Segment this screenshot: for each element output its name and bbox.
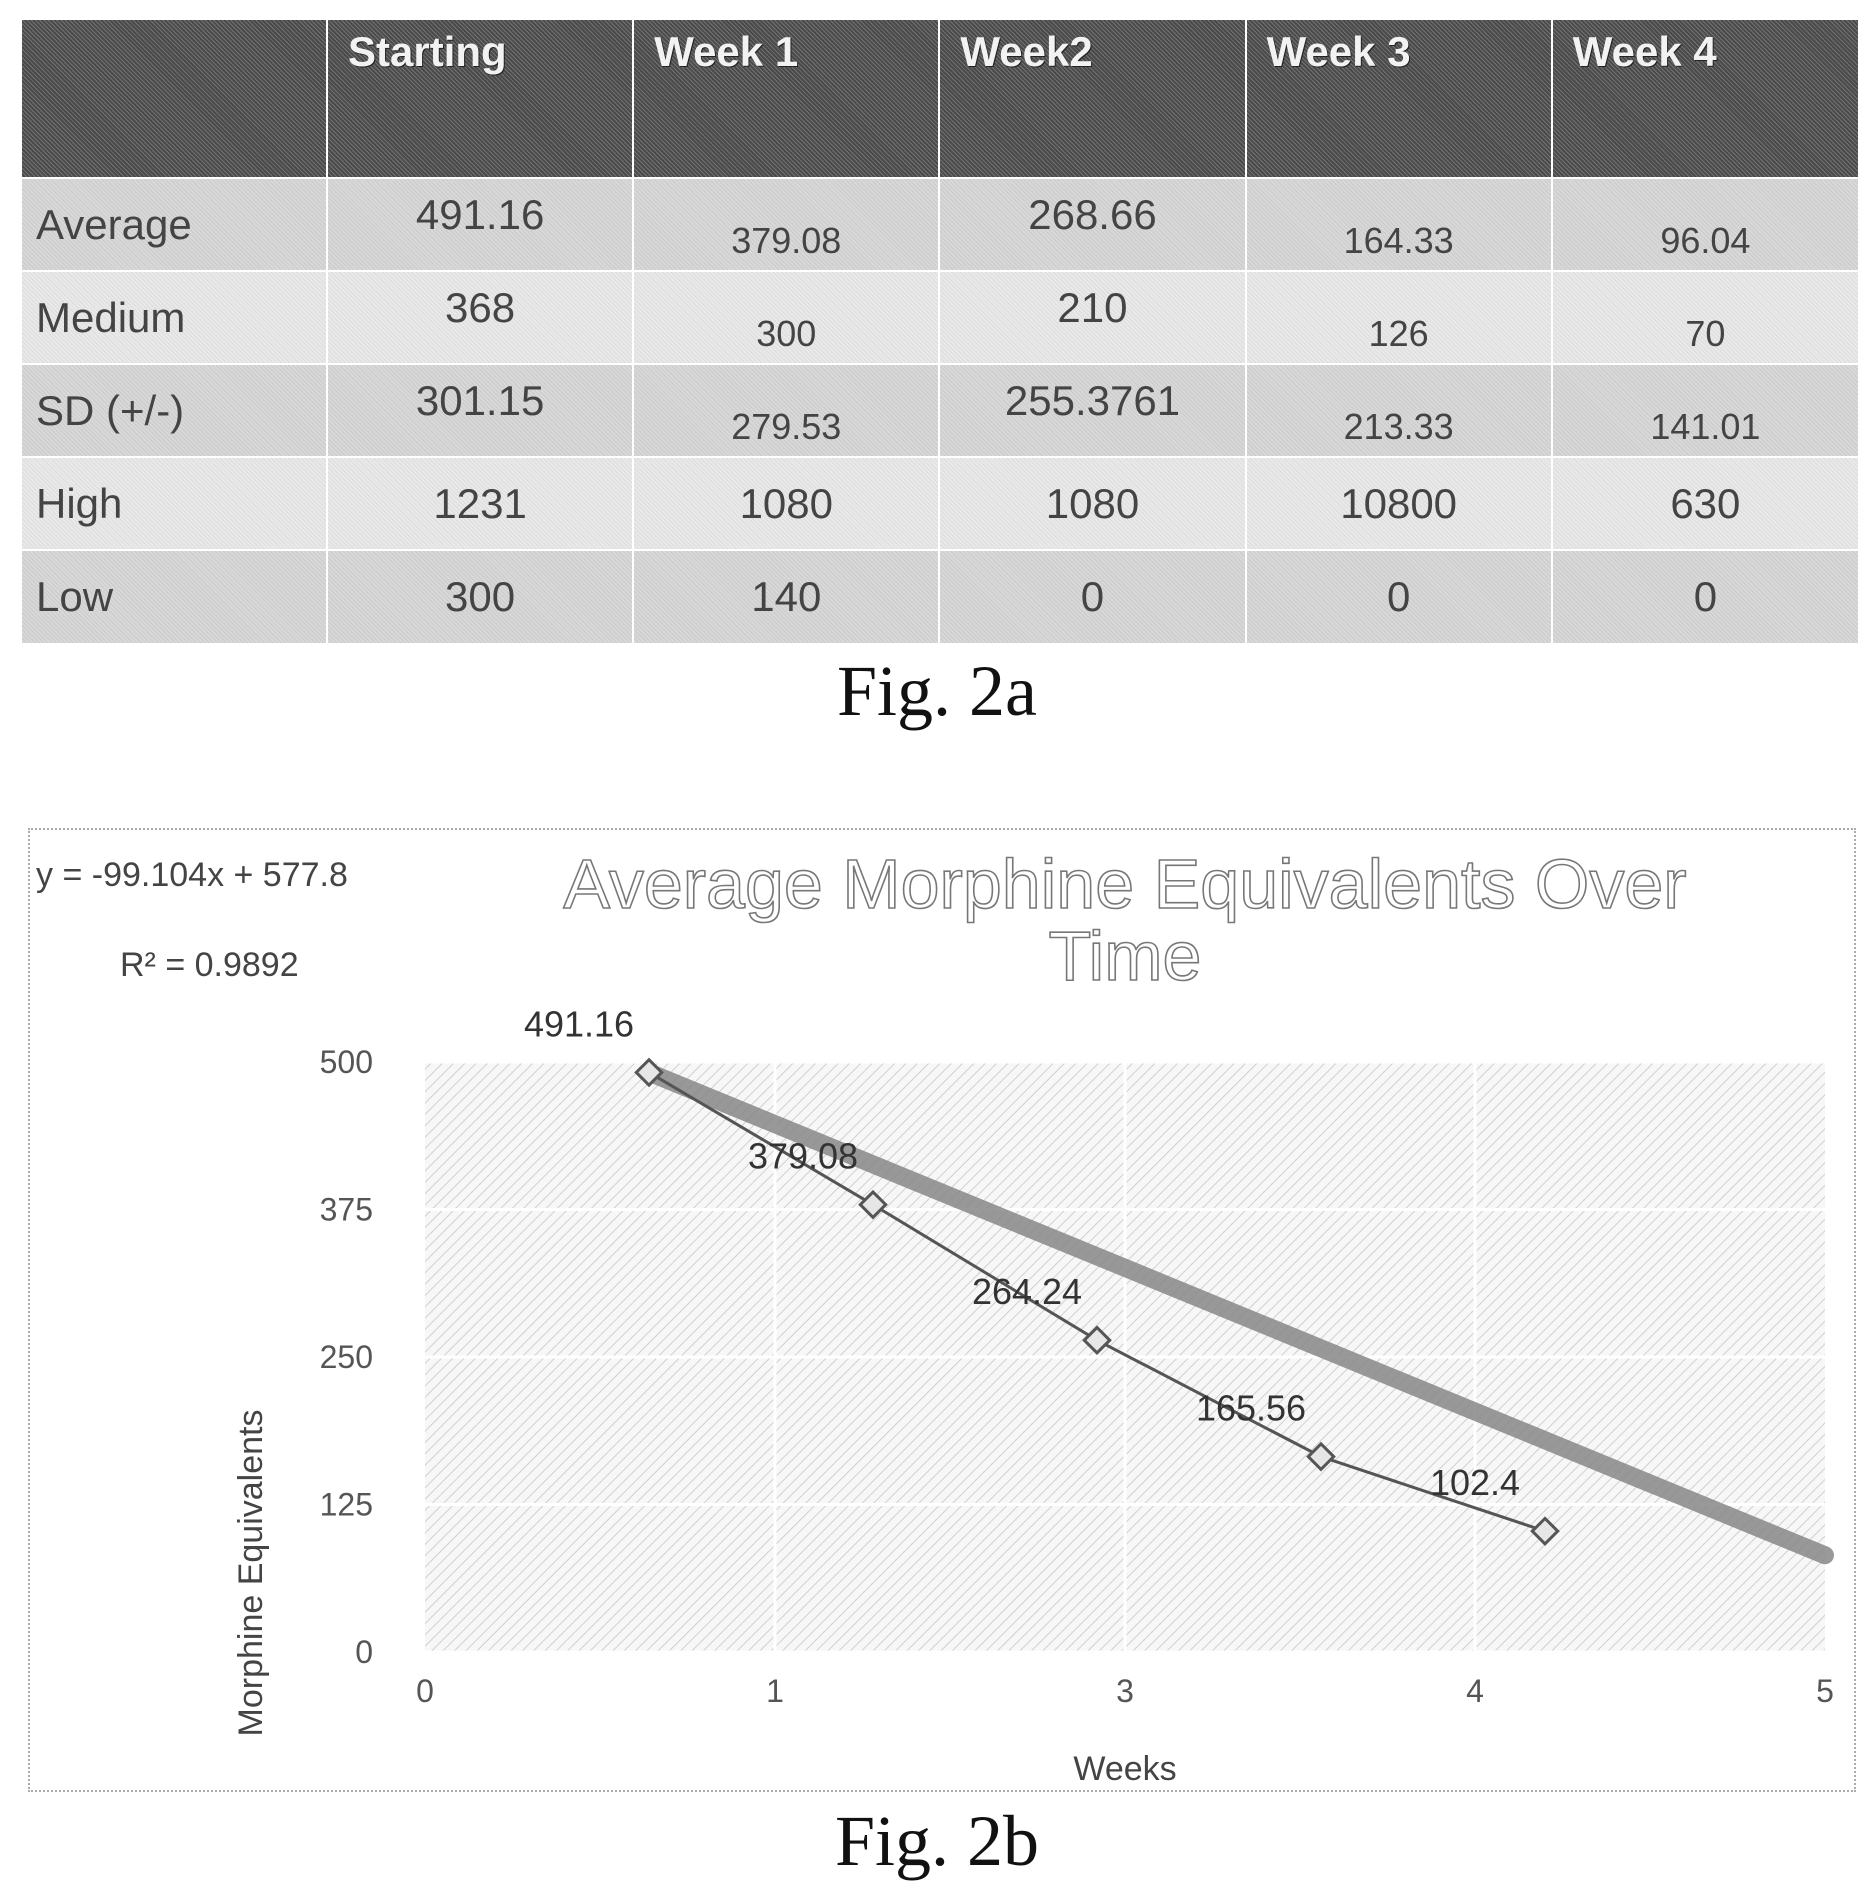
trendline-equation: y = -99.104x + 577.8 [36,856,348,894]
row-label: Medium [22,270,328,364]
y-tick-label: 0 [355,1634,373,1670]
table-cell: 279.53 [633,363,941,457]
stats-table-container: Starting Week 1 Week2 Week 3 Week 4 Aver… [22,20,1858,643]
header-starting: Starting [327,20,635,178]
table-cell: 0 [1551,549,1858,643]
header-week-4: Week 4 [1551,20,1858,178]
header-week-3: Week 3 [1245,20,1553,178]
y-tick-label: 375 [320,1192,373,1228]
row-label: SD (+/-) [22,363,328,457]
data-point-marker [634,1057,664,1088]
series-layer: 491.16 379.08 264.24 165.56 102.4 [524,1003,1560,1547]
table-cell: 255.3761 [939,363,1247,457]
table-cell: 300 [327,549,635,643]
table-row-average: Average 491.16 379.08 268.66 164.33 96.0… [22,177,1858,271]
table-cell: 210 [939,270,1247,364]
table-cell: 126 [1245,270,1553,364]
y-tick-label: 125 [320,1487,373,1523]
x-tick-label: 0 [416,1673,434,1709]
data-point-marker [1082,1325,1112,1356]
chart-title-line-2: Time [1049,917,1202,995]
table-cell: 96.04 [1551,177,1858,271]
table-cell: 0 [1245,549,1553,643]
figure-caption-2b: Fig. 2b [834,1801,1040,1881]
chart-frame: 491.16 379.08 264.24 165.56 102.4 0 125 250 375… [28,828,1856,1792]
grid-layer [425,1060,1825,1654]
y-axis-label: Morphine Equivalents [232,1410,270,1737]
data-point-label: 165.56 [1196,1388,1306,1429]
table-row-medium: Medium 368 300 210 126 70 [22,270,1858,364]
data-point-label: 379.08 [748,1136,858,1177]
table-cell: 10800 [1245,456,1553,550]
trendline [640,1063,1834,1565]
table-cell: 141.01 [1551,363,1858,457]
table-cell: 268.66 [939,177,1247,271]
table-cell: 491.16 [327,177,635,271]
table-cell: 164.33 [1245,177,1553,271]
data-point-label: 102.4 [1430,1462,1520,1503]
y-tick-label: 500 [320,1044,373,1080]
stats-table: Starting Week 1 Week2 Week 3 Week 4 Aver… [22,20,1858,643]
data-point-marker [858,1189,888,1220]
table-header-row: Starting Week 1 Week2 Week 3 Week 4 [22,20,1858,178]
trendline-layer [640,1063,1834,1565]
table-cell: 1231 [327,456,635,550]
row-label: High [22,456,328,550]
trendline-r-squared: R² = 0.9892 [120,946,299,984]
table-row-sd: SD (+/-) 301.15 279.53 255.3761 213.33 1… [22,363,1858,457]
x-tick-label: 3 [1116,1673,1134,1709]
table-cell: 0 [939,549,1247,643]
table-cell: 630 [1551,456,1858,550]
x-axis-label: Weeks [1073,1750,1176,1788]
x-tick-label: 1 [766,1673,784,1709]
table-cell: 213.33 [1245,363,1553,457]
table-cell: 70 [1551,270,1858,364]
table-cell: 300 [633,270,941,364]
header-week-2: Week2 [939,20,1247,178]
x-tick-label: 5 [1816,1673,1834,1709]
table-row-low: Low 300 140 0 0 0 [22,549,1858,643]
figure-caption-2a: Fig. 2a [836,651,1037,731]
data-point-marker [1530,1516,1560,1547]
table-cell: 140 [633,549,941,643]
table-cell: 379.08 [633,177,941,271]
data-point-marker [1306,1441,1336,1472]
x-tick-label: 4 [1466,1673,1484,1709]
tick-layer: 0 125 250 375 500 0 1 3 4 5 [320,1044,1834,1709]
morphine-chart: 491.16 379.08 264.24 165.56 102.4 0 125 250 375… [36,844,1834,1788]
table-cell: 368 [327,270,635,364]
data-point-label: 264.24 [972,1271,1082,1312]
table-row-high: High 1231 1080 1080 10800 630 [22,456,1858,550]
table-cell: 1080 [939,456,1247,550]
header-corner [22,20,328,178]
chart-title-line-1: Average Morphine Equivalents Over [563,845,1686,923]
table-cell: 1080 [633,456,941,550]
y-tick-label: 250 [320,1339,373,1375]
row-label: Average [22,177,328,271]
header-week-1: Week 1 [633,20,941,178]
table-cell: 301.15 [327,363,635,457]
data-point-label: 491.16 [524,1003,634,1044]
row-label: Low [22,549,328,643]
